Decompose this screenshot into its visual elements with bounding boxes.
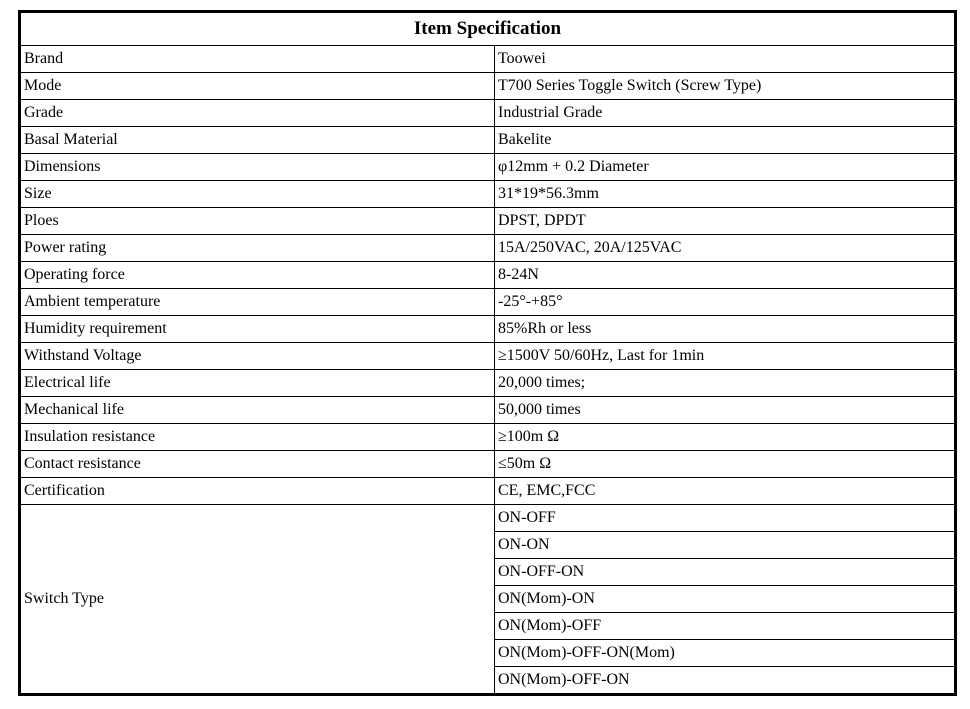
table-row: Humidity requirement 85%Rh or less — [19, 315, 957, 343]
table-row: Ambient temperature -25°-+85° — [19, 288, 957, 316]
table-row: Power rating 15A/250VAC, 20A/125VAC — [19, 234, 957, 262]
spec-value: ≥1500V 50/60Hz, Last for 1min — [493, 342, 957, 370]
table-row: Withstand Voltage ≥1500V 50/60Hz, Last f… — [19, 342, 957, 370]
spec-label: Electrical life — [19, 369, 495, 397]
switch-type-option: ON(Mom)-OFF-ON — [493, 666, 957, 695]
spec-label: Insulation resistance — [19, 423, 495, 451]
spec-value: T700 Series Toggle Switch (Screw Type) — [493, 72, 957, 100]
spec-label: Size — [19, 180, 495, 208]
table-row: Switch Type ON-OFF — [19, 504, 957, 695]
spec-label: Dimensions — [19, 153, 495, 181]
spec-label-switch-type: Switch Type — [19, 504, 495, 695]
table-row: ON(Mom)-OFF — [20, 612, 957, 640]
spec-label: Contact resistance — [19, 450, 495, 478]
table-row: ON(Mom)-OFF-ON(Mom) — [20, 639, 957, 667]
spec-value: Toowei — [493, 45, 957, 73]
spec-label: Brand — [19, 45, 495, 73]
spec-value: DPST, DPDT — [493, 207, 957, 235]
switch-type-option: ON-OFF — [493, 504, 957, 532]
table-title: Item Specification — [18, 11, 957, 46]
spec-value: 50,000 times — [493, 396, 957, 424]
table-row: Size 31*19*56.3mm — [19, 180, 957, 208]
spec-value: Industrial Grade — [493, 99, 957, 127]
table-row: Ploes DPST, DPDT — [19, 207, 957, 235]
switch-type-option: ON-ON — [493, 531, 957, 559]
spec-label: Grade — [19, 99, 495, 127]
spec-value: 8-24N — [493, 261, 957, 289]
table-row: Electrical life 20,000 times; — [19, 369, 957, 397]
switch-type-option: ON(Mom)-ON — [493, 585, 957, 613]
spec-value: -25°-+85° — [493, 288, 957, 316]
table-row: Mode T700 Series Toggle Switch (Screw Ty… — [19, 72, 957, 100]
spec-value: 31*19*56.3mm — [493, 180, 957, 208]
spec-value: ≤50m Ω — [493, 450, 957, 478]
table-row: Basal Material Bakelite — [19, 126, 957, 154]
table-row: ON-OFF-ON — [20, 558, 957, 586]
table-row: Contact resistance ≤50m Ω — [19, 450, 957, 478]
table-row: ON-ON — [20, 531, 957, 559]
switch-type-option: ON(Mom)-OFF — [493, 612, 957, 640]
spec-label: Mechanical life — [19, 396, 495, 424]
spec-value: 15A/250VAC, 20A/125VAC — [493, 234, 957, 262]
title-row: Item Specification — [18, 11, 957, 46]
switch-type-option: ON(Mom)-OFF-ON(Mom) — [493, 639, 957, 667]
spec-label: Humidity requirement — [19, 315, 495, 343]
switch-type-option: ON-OFF-ON — [493, 558, 957, 586]
table-row: ON(Mom)-OFF-ON — [20, 666, 957, 695]
spec-value: Bakelite — [493, 126, 957, 154]
spec-label: Ambient temperature — [19, 288, 495, 316]
spec-value: 85%Rh or less — [493, 315, 957, 343]
table-row: Certification CE, EMC,FCC — [19, 477, 957, 505]
spec-label: Power rating — [19, 234, 495, 262]
table-row: Dimensions φ12mm + 0.2 Diameter — [19, 153, 957, 181]
table-row: Mechanical life 50,000 times — [19, 396, 957, 424]
spec-label: Operating force — [19, 261, 495, 289]
spec-value: CE, EMC,FCC — [493, 477, 957, 505]
spec-label: Mode — [19, 72, 495, 100]
table-row: Insulation resistance ≥100m Ω — [19, 423, 957, 451]
spec-label: Basal Material — [19, 126, 495, 154]
spec-value: ≥100m Ω — [493, 423, 957, 451]
spec-value: 20,000 times; — [493, 369, 957, 397]
item-specification-table: Item Specification Brand Toowei Mode T70… — [18, 10, 958, 696]
table-row: Operating force 8-24N — [19, 261, 957, 289]
spec-label: Ploes — [19, 207, 495, 235]
spec-value: φ12mm + 0.2 Diameter — [493, 153, 957, 181]
spec-label: Withstand Voltage — [19, 342, 495, 370]
table-row: Grade Industrial Grade — [19, 99, 957, 127]
spec-label: Certification — [19, 477, 495, 505]
table-row: Brand Toowei — [19, 45, 957, 73]
